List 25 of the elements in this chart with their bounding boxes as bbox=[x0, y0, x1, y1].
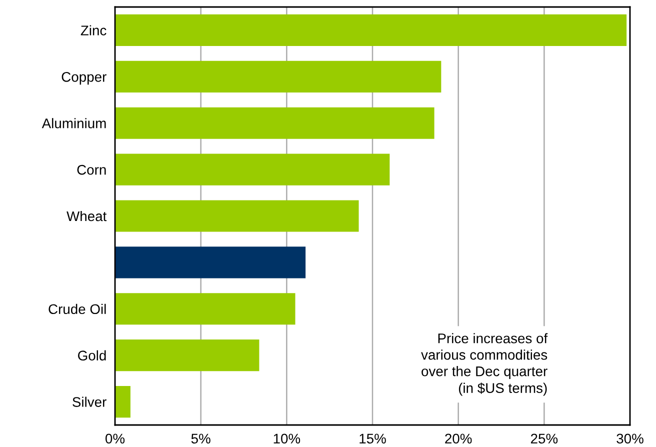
bar bbox=[115, 14, 627, 46]
x-tick-label: 20% bbox=[445, 434, 472, 444]
x-tick-label: 10% bbox=[274, 434, 300, 444]
bar bbox=[115, 340, 260, 372]
bar bbox=[115, 154, 390, 186]
x-tick-label: 25% bbox=[530, 434, 558, 444]
y-tick-label: Crude Oil bbox=[48, 304, 106, 314]
bar bbox=[115, 60, 442, 92]
bar bbox=[115, 246, 306, 278]
bar bbox=[115, 107, 434, 139]
y-tick-label: Zinc bbox=[80, 25, 106, 36]
y-tick-label: Gold bbox=[78, 350, 106, 361]
bar bbox=[115, 386, 130, 418]
annotation: Price increases of various commodities over the Dec quarter (in $US terms) bbox=[421, 333, 548, 396]
x-tick-label: 15% bbox=[360, 434, 386, 444]
x-tick-label: 30% bbox=[616, 434, 644, 444]
y-tick-label: Wheat bbox=[66, 210, 107, 222]
x-tick-label: 5% bbox=[191, 434, 210, 444]
y-tick-label: Aluminium bbox=[42, 118, 106, 128]
x-tick-label: 0% bbox=[106, 434, 125, 444]
bar bbox=[115, 293, 296, 325]
bar bbox=[115, 200, 359, 232]
y-tick-label: Silver bbox=[72, 396, 106, 407]
y-tick-label: Copper bbox=[62, 72, 106, 85]
y-tick-label: Corn bbox=[77, 164, 106, 175]
